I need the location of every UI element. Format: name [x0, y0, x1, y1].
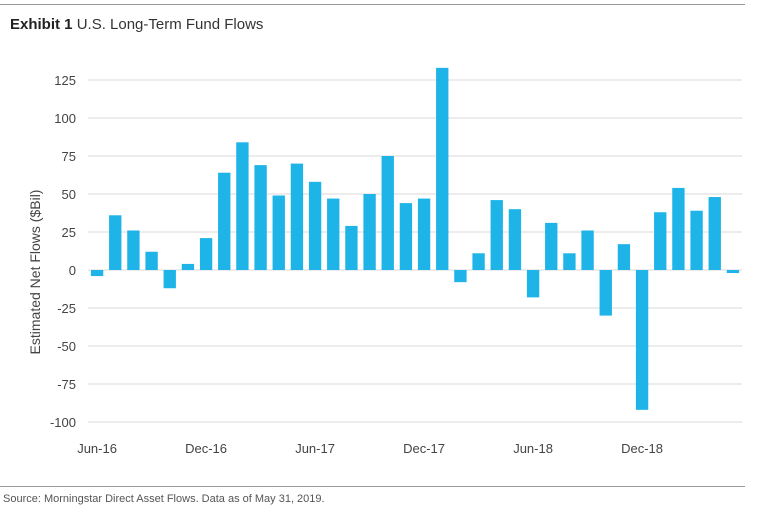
bar-jan-17 — [218, 172, 231, 270]
bar-aug-17 — [345, 225, 358, 270]
bar-apr-17 — [272, 195, 285, 270]
top-rule — [0, 4, 745, 5]
exhibit-label: Exhibit 1 — [10, 16, 73, 33]
x-tick-label: Dec-16 — [185, 441, 227, 456]
bar-jun-17 — [308, 181, 322, 270]
bar-sep-16 — [145, 251, 158, 270]
bar-may-19 — [726, 270, 740, 274]
bar-feb-18 — [454, 270, 467, 283]
bottom-rule — [0, 486, 745, 487]
bar-nov-17 — [399, 203, 413, 270]
x-tick-label: Dec-17 — [403, 441, 445, 456]
y-tick-label: 75 — [62, 149, 76, 164]
bar-dec-16 — [199, 238, 213, 270]
bar-jul-18 — [545, 222, 558, 270]
bar-jul-17 — [327, 198, 340, 270]
bar-nov-18 — [617, 244, 631, 270]
bar-may-18 — [508, 209, 522, 270]
x-tick-label: Jun-18 — [513, 441, 553, 456]
x-axis-tick-labels: Jun-16 Dec-16 Jun-17 Dec-17 Jun-18 Dec-18 — [77, 441, 663, 456]
y-tick-label: 25 — [62, 225, 76, 240]
bar-sep-17 — [363, 194, 376, 270]
bar-jul-16 — [109, 215, 122, 270]
chart-title: U.S. Long-Term Fund Flows — [76, 16, 264, 33]
bar-jun-18 — [526, 270, 540, 298]
gridlines — [88, 79, 742, 423]
bar-dec-18 — [635, 270, 649, 410]
bar-oct-17 — [381, 156, 394, 270]
y-tick-label: 125 — [54, 73, 76, 88]
bar-aug-18 — [563, 253, 576, 270]
bar-dec-17 — [417, 198, 431, 270]
exhibit-header: Exhibit 1 U.S. Long-Term Fund Flows — [10, 16, 263, 33]
source-note: Source: Morningstar Direct Asset Flows. … — [3, 493, 325, 505]
x-tick-label: Jun-17 — [295, 441, 335, 456]
y-tick-label: 100 — [54, 111, 76, 126]
bar-mar-18 — [472, 253, 485, 270]
y-axis-label: Estimated Net Flows ($Bil) — [27, 190, 43, 355]
y-tick-label: -100 — [50, 415, 76, 430]
bar-oct-16 — [163, 270, 176, 289]
y-tick-label: -50 — [57, 339, 76, 354]
bar-feb-17 — [236, 142, 249, 270]
bar-mar-17 — [254, 165, 267, 270]
y-tick-label: 0 — [69, 263, 76, 278]
x-tick-label: Jun-16 — [77, 441, 117, 456]
bar-oct-18 — [599, 270, 612, 316]
bar-sep-18 — [581, 230, 594, 270]
bar-feb-19 — [672, 187, 685, 270]
bar-jun-16 — [90, 270, 104, 277]
bar-nov-16 — [181, 263, 195, 270]
bar-aug-16 — [127, 230, 140, 270]
bar-apr-18 — [490, 200, 503, 270]
bar-may-17 — [290, 163, 304, 270]
bar-jan-19 — [654, 212, 667, 270]
y-tick-label: 50 — [62, 187, 76, 202]
bar-mar-19 — [690, 210, 703, 270]
y-tick-label: -25 — [57, 301, 76, 316]
bar-jan-18 — [436, 67, 449, 270]
bar-apr-19 — [708, 197, 721, 270]
y-axis-tick-labels: 125 100 75 50 25 0 -25 -50 -75 -100 — [50, 73, 76, 430]
bars — [90, 67, 740, 410]
x-tick-label: Dec-18 — [621, 441, 663, 456]
y-tick-label: -75 — [57, 377, 76, 392]
